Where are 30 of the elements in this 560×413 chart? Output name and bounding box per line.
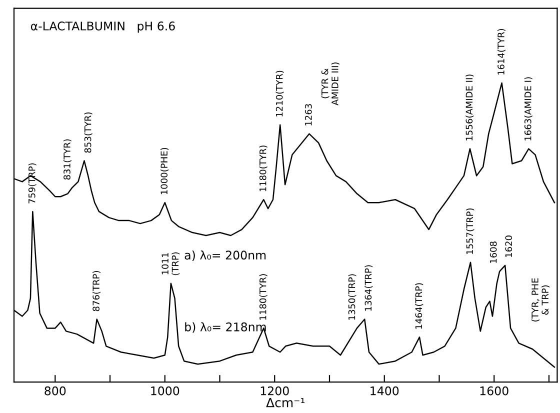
series-label: a) λ₀= 200nm xyxy=(184,250,266,261)
x-tick-label: 1200 xyxy=(260,386,289,396)
annotation: 1180(TYR) xyxy=(259,146,268,192)
x-tick-label: 1400 xyxy=(370,386,399,396)
annotation: 1210(TYR) xyxy=(276,70,284,116)
annotation: 1556(AMIDE II) xyxy=(466,74,474,140)
annotation: 1000(PHE) xyxy=(160,148,169,194)
annotation: (TYR, PHE & TRP) xyxy=(531,278,550,322)
annotation: 1263 xyxy=(304,104,312,126)
x-tick-label: 1600 xyxy=(480,386,508,396)
annotation: 1350(TRP) xyxy=(348,274,356,320)
annotation: 1180(TYR) xyxy=(259,274,268,320)
annotation: 831(TYR) xyxy=(63,139,72,180)
x-axis-title: Δcm⁻¹ xyxy=(266,398,305,408)
series-label: b) λ₀= 218nm xyxy=(185,322,266,333)
x-tick-label: 1000 xyxy=(151,386,180,396)
annotation: 876(TRP) xyxy=(92,271,101,312)
annotation: 759(TRP) xyxy=(28,163,36,204)
annotation: 1614(TYR) xyxy=(497,28,506,75)
x-tick-label: 800 xyxy=(44,386,66,396)
annotation: 1620 xyxy=(505,236,512,257)
annotation: 1608 xyxy=(490,242,497,263)
annotation: 1663(AMIDE I) xyxy=(524,77,532,140)
annotation: 1011 (TRP) xyxy=(162,252,180,276)
annotation: (TYR & AMIDE III) xyxy=(321,62,340,106)
annotation: 1557(TRP) xyxy=(466,208,474,254)
annotation: 853(TYR) xyxy=(84,112,92,153)
annotation: 1464(TRP) xyxy=(415,283,424,329)
annotation: 1364(TRP) xyxy=(364,265,373,311)
chart-title: α-LACTALBUMIN pH 6.6 xyxy=(30,22,175,33)
